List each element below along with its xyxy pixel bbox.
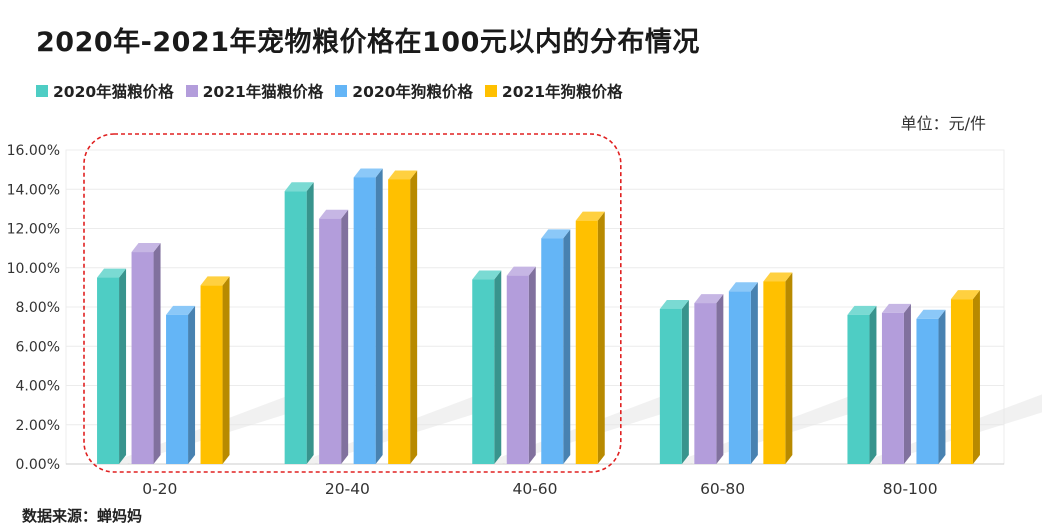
legend-item-dog-2021: 2021年狗粮价格 [484,80,623,102]
bar-side [903,303,911,464]
bar [353,177,376,464]
bar-top [319,209,349,219]
chart-title: 2020年-2021年宠物粮价格在100元以内的分布情况 [36,27,700,58]
bar-top [659,299,689,309]
bar [284,191,307,464]
bar-top [847,305,877,315]
bar [506,275,529,464]
bar-top [388,170,418,180]
bar-top [166,305,196,315]
x-tick-label: 40-60 [512,480,557,498]
bar-top [881,303,911,313]
bar [388,179,411,464]
bar-top [916,309,946,319]
bar [131,252,154,464]
legend: 2020年猫粮价格 2021年猫粮价格 2020年狗粮价格 2021年狗粮价格 [36,80,623,102]
legend-item-cat-2020: 2020年猫粮价格 [36,80,174,102]
x-tick-label: 20-40 [325,480,370,498]
legend-label: 2021年猫粮价格 [202,83,324,101]
legend-swatch [185,85,198,97]
legend-item-dog-2020: 2020年狗粮价格 [335,80,473,102]
y-tick-label: 2.00% [16,418,60,434]
bar-side [563,229,571,464]
bar-side [341,209,349,464]
bar-side [716,294,724,464]
bar [881,312,904,464]
x-tick-label: 80-100 [883,480,938,498]
bar-side [119,268,127,464]
bar-top [200,276,230,286]
y-tick-label: 8.00% [16,300,60,316]
x-tick-label: 60-80 [700,480,745,498]
bar-top [131,243,161,253]
bar [659,308,682,464]
bar-side [938,309,946,464]
y-tick-label: 4.00% [16,379,60,395]
bar-top [575,211,605,221]
legend-swatch [484,85,497,97]
bar-side [785,272,793,464]
bar [472,279,495,464]
legend-item-cat-2021: 2021年猫粮价格 [185,80,324,102]
bar [728,291,751,464]
data-source: 数据来源：蝉妈妈 [22,507,143,525]
bar [200,285,223,464]
bar-top [950,290,980,300]
y-tick-label: 0.00% [16,457,60,473]
bar-top [472,270,502,280]
y-tick-label: 10.00% [7,261,60,277]
bar-top [506,266,536,276]
bar-side [528,266,536,464]
bar-side [972,290,980,464]
bar [166,314,189,464]
bar-top [763,272,793,282]
y-tick-label: 12.00% [7,222,60,238]
bar [319,218,342,464]
bar-side [869,305,877,464]
bar [541,238,564,464]
bar [694,303,717,464]
bar [763,281,786,464]
legend-label: 2020年猫粮价格 [53,83,174,101]
bar [575,220,598,464]
bar-side [306,182,314,464]
bar [916,318,939,464]
y-tick-label: 6.00% [16,339,60,355]
bar-side [375,168,383,464]
unit-label: 单位：元/件 [900,114,986,133]
bar-side [188,305,196,464]
bar-top [694,294,724,304]
bar-side [222,276,230,464]
bar-top [728,282,758,292]
bar [847,314,870,464]
bar-top [284,182,314,192]
legend-label: 2021年狗粮价格 [501,83,623,101]
bar [97,277,120,464]
legend-swatch [36,85,48,97]
bar [950,299,973,464]
bar-side [597,211,605,464]
bar-top [541,229,571,239]
bar-side [410,170,418,464]
x-tick-label: 0-20 [142,480,177,498]
legend-label: 2020年狗粮价格 [352,83,473,101]
bar-side [681,299,689,464]
highlight-region [83,133,622,473]
bar-top [97,268,127,278]
y-tick-label: 14.00% [7,182,60,198]
bar-side [494,270,502,464]
bar-side [153,243,161,464]
bar-top [353,168,383,178]
bar-side [750,282,758,464]
y-tick-label: 16.00% [7,143,60,159]
legend-swatch [335,85,348,97]
